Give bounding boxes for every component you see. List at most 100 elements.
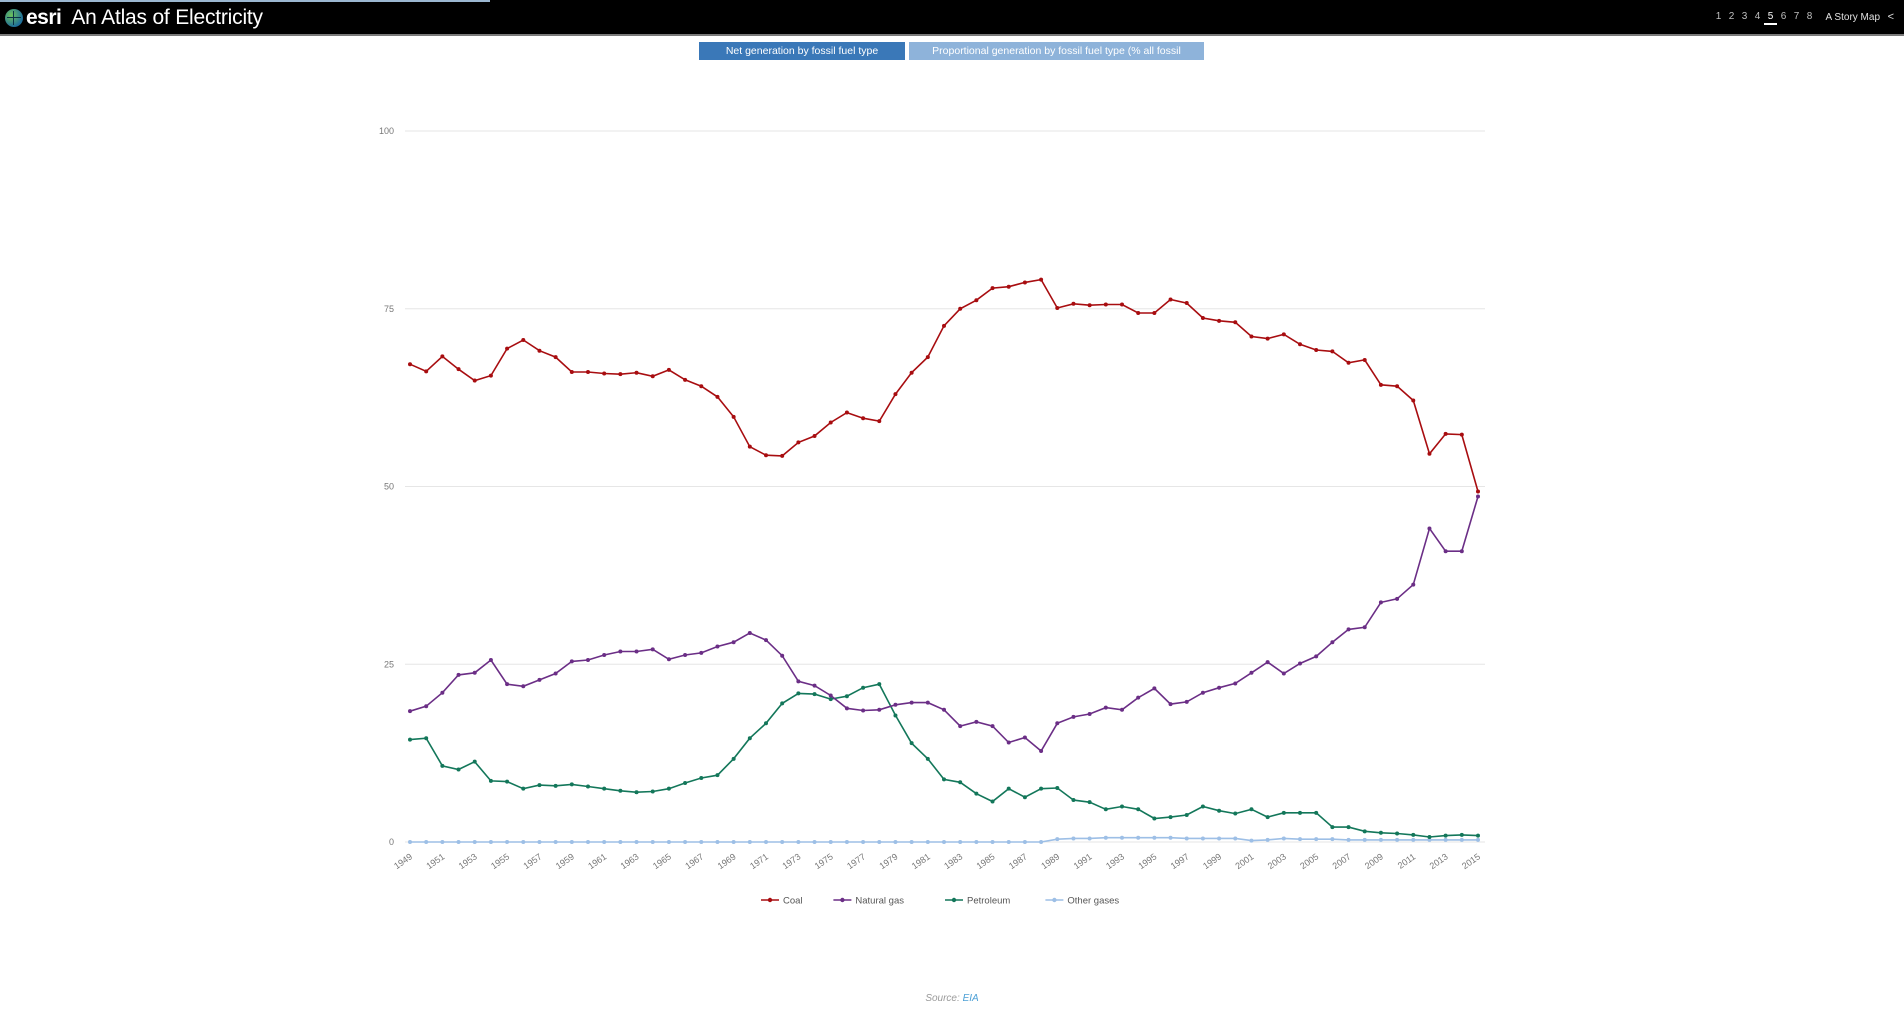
data-point [1346,627,1351,632]
data-point [1055,306,1060,311]
x-tick-label: 1973 [780,851,802,871]
data-point [844,840,849,844]
data-point [942,840,946,844]
data-point [683,377,688,382]
esri-logo[interactable]: esri [26,6,62,29]
data-point [877,707,882,712]
x-tick-label: 1961 [586,851,608,871]
data-point [844,706,849,711]
data-point [618,788,623,793]
data-point [1249,838,1254,843]
data-point [974,840,979,844]
data-point [1136,835,1141,840]
data-point [1249,807,1254,812]
data-point [1459,832,1464,837]
data-point [828,420,833,425]
data-point [699,650,704,655]
data-point [731,840,736,844]
x-tick-label: 1951 [424,851,446,871]
data-point [1022,840,1027,844]
data-point [1087,800,1092,805]
page-link-5[interactable]: 5 [1764,11,1777,25]
data-point [1249,670,1254,675]
story-map-link[interactable]: A Story Map [1825,12,1880,23]
page-link-7[interactable]: 7 [1793,11,1800,22]
app-title: An Atlas of Electricity [71,6,263,29]
data-point [1378,600,1383,605]
x-tick-label: 1977 [845,851,867,871]
page-link-1[interactable]: 1 [1715,11,1722,22]
page-link-4[interactable]: 4 [1754,11,1761,22]
data-point [1314,810,1319,815]
data-point [780,840,785,844]
data-point [1184,812,1189,817]
data-point [877,840,882,844]
data-point [1071,301,1076,306]
data-point [942,777,946,782]
data-point [844,694,849,699]
page-link-3[interactable]: 3 [1741,11,1748,22]
data-point [440,763,445,768]
data-point [1168,297,1173,302]
data-point [505,840,510,844]
tab-proportional-generation[interactable]: Proportional generation by fossil fuel t… [909,42,1204,75]
data-point [440,354,445,359]
x-tick-label: 2007 [1331,851,1353,871]
data-point [1103,705,1108,710]
x-tick-label: 2003 [1266,851,1288,871]
data-point [844,410,849,415]
data-point [1039,277,1044,282]
page-navigation: 1 2 3 4 5 6 7 8 [1712,11,1816,25]
data-point [537,677,542,682]
data-point [586,840,590,844]
x-tick-label: 1993 [1104,851,1126,871]
data-point [796,691,801,696]
page-link-8[interactable]: 8 [1806,11,1813,22]
data-point [1071,798,1076,803]
data-point [586,370,590,375]
data-point [909,700,914,705]
source-link[interactable]: EIA [962,993,979,1004]
x-tick-label: 1991 [1072,851,1094,871]
data-point [1006,740,1011,745]
data-point [1168,815,1173,820]
data-point [1362,829,1367,834]
x-tick-label: 1975 [813,851,835,871]
y-tick-label: 75 [384,304,394,314]
data-point [1152,816,1157,821]
data-point [456,367,461,372]
x-tick-label: 1985 [975,851,997,871]
data-point [505,346,510,351]
data-point [1330,837,1335,842]
page-link-2[interactable]: 2 [1728,11,1735,22]
data-point [1217,685,1222,690]
data-point [634,840,639,844]
data-point [1281,671,1286,676]
data-point [893,840,898,844]
tab-net-generation[interactable]: Net generation by fossil fuel type (GWh) [699,42,905,75]
source-note: Source: EIA [0,993,1904,1004]
data-point [537,783,542,788]
share-icon[interactable]: < [1887,11,1894,23]
data-point [909,840,914,844]
data-point [650,840,655,844]
data-point [747,444,752,449]
data-point [861,416,866,421]
series-line-coal [409,278,1479,492]
data-point [974,298,979,303]
data-point [1427,837,1432,842]
data-point [537,840,542,844]
data-point [1298,661,1302,666]
data-point [747,840,752,844]
x-tick-label: 1957 [521,851,543,871]
data-point [586,657,590,662]
data-point [408,362,412,367]
data-point [780,701,785,706]
data-point [1039,840,1044,844]
page-link-6[interactable]: 6 [1780,11,1787,22]
data-point [666,786,671,791]
data-point [796,679,801,684]
data-point [1314,654,1319,659]
x-tick-label: 1963 [619,851,641,871]
legend-label: Natural gas [855,896,904,907]
